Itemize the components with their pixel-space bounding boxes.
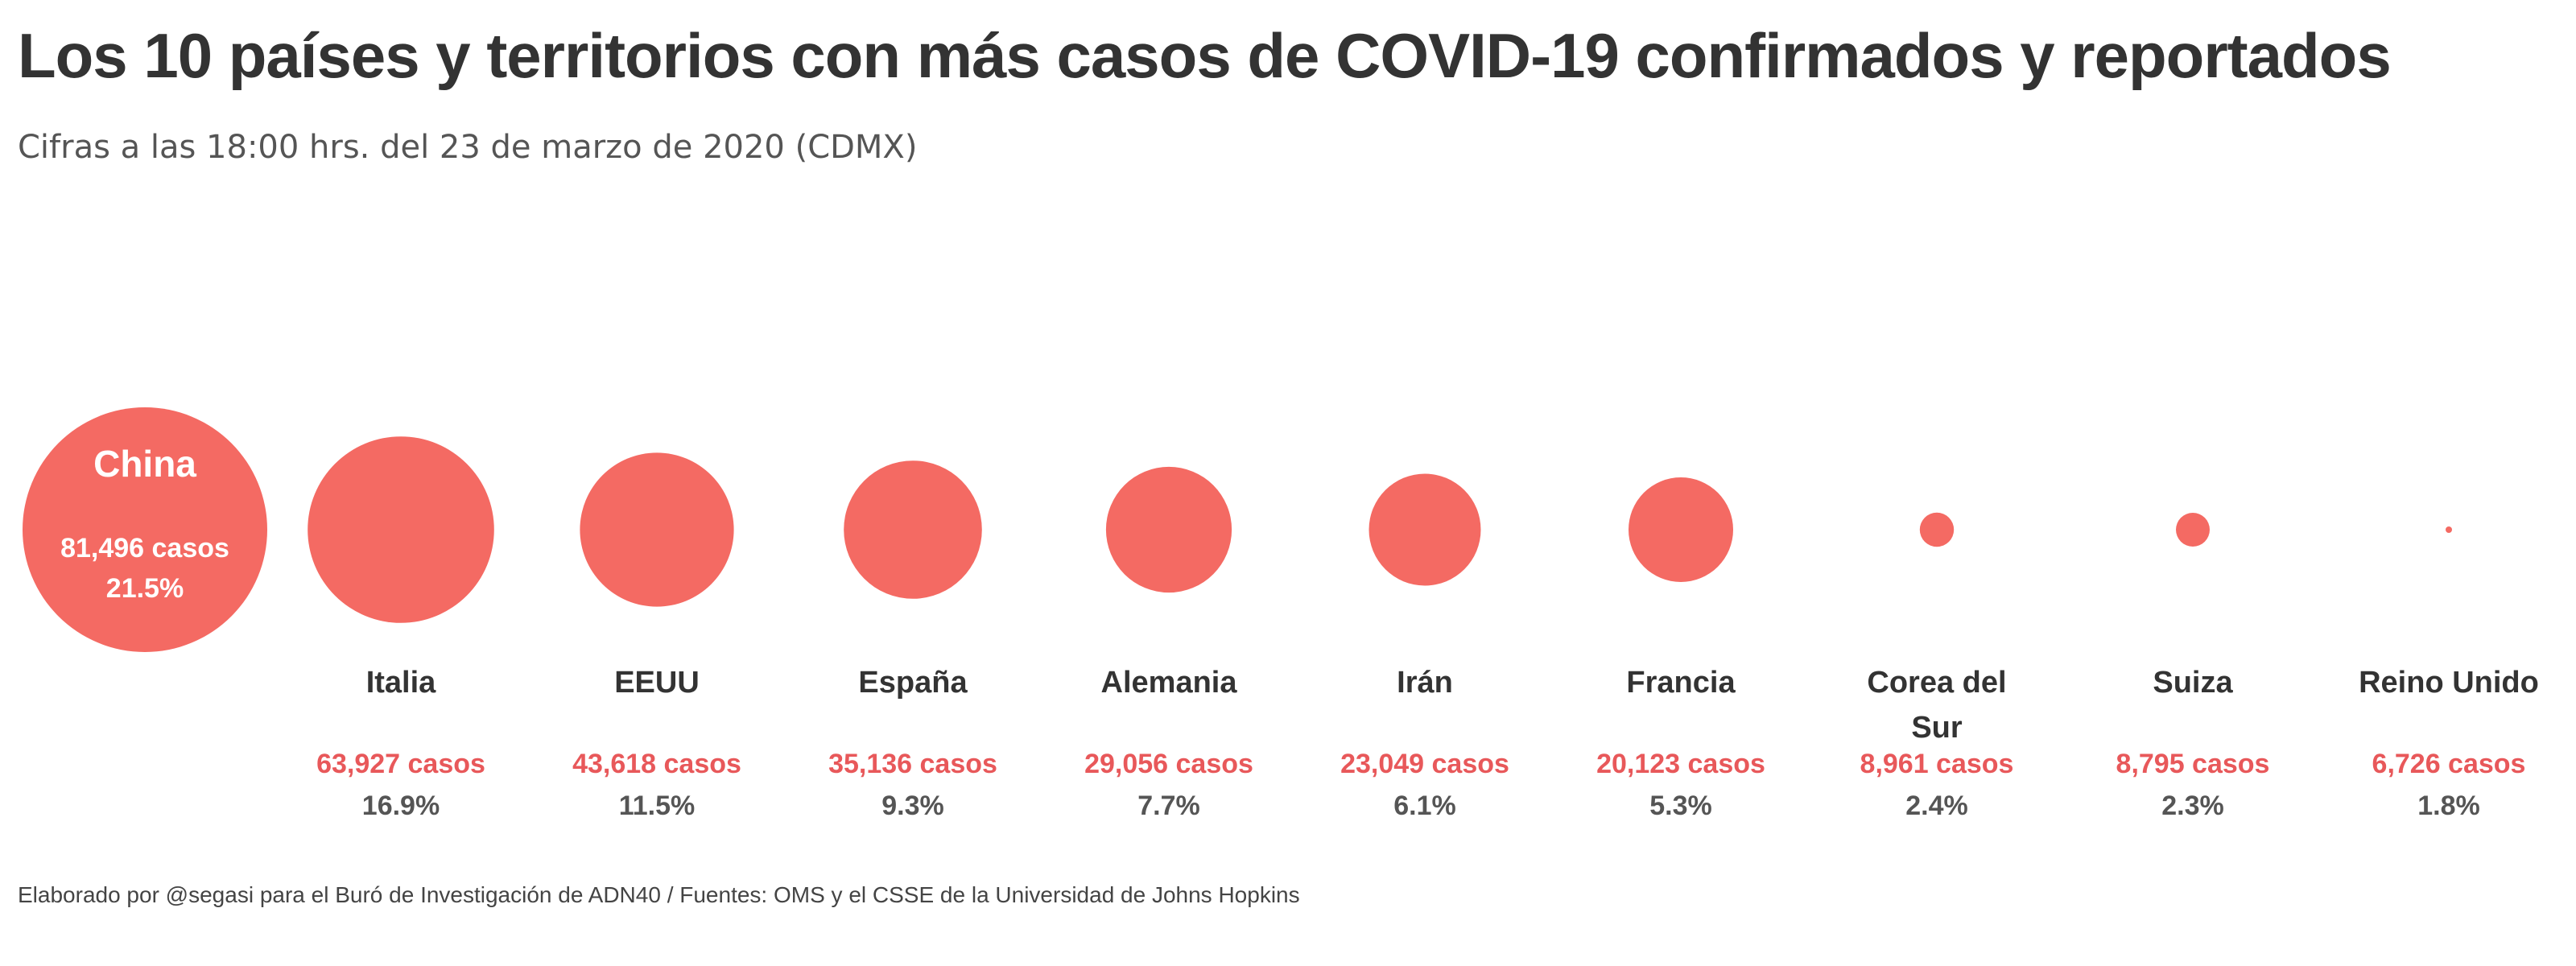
- cases-label-francia: 20,123 casos: [1596, 749, 1765, 779]
- chart-subtitle: Cifras a las 18:00 hrs. del 23 de marzo …: [18, 129, 918, 166]
- label-francia: Francia: [1626, 666, 1736, 700]
- labels-layer: China 81,496 casos 21.5% Italia 63,927 casos…: [60, 443, 2539, 821]
- pct-label-iran: 6.1%: [1393, 791, 1456, 821]
- source-footer: Elaborado por @segasi para el Buró de In…: [18, 882, 1300, 907]
- pct-label-alemania: 7.7%: [1137, 791, 1200, 821]
- cases-label-espana: 35,136 casos: [828, 749, 997, 779]
- cases-label-suiza: 8,795 casos: [2116, 749, 2270, 779]
- cases-label-china: 81,496 casos: [60, 533, 229, 564]
- bubble-suiza: [2176, 513, 2210, 547]
- label-alemania: Alemania: [1101, 666, 1238, 700]
- chart-title: Los 10 países y territorios con más caso…: [18, 20, 2392, 91]
- pct-label-francia: 5.3%: [1649, 791, 1712, 821]
- cases-label-iran: 23,049 casos: [1340, 749, 1509, 779]
- bubble-chart: China 81,496 casos 21.5% Italia 63,927 casos…: [23, 407, 2539, 821]
- bubble-corea-del-sur: [1919, 512, 1955, 547]
- label-suiza: Suiza: [2153, 666, 2233, 700]
- bubble-china: [23, 407, 267, 652]
- cases-label-reino-unido: 6,726 casos: [2372, 749, 2526, 779]
- bubbles-layer: [23, 407, 2452, 652]
- label-italia: Italia: [366, 666, 436, 700]
- pct-label-china: 21.5%: [106, 573, 184, 604]
- bubble-espana: [844, 460, 982, 599]
- cases-label-alemania: 29,056 casos: [1084, 749, 1253, 779]
- label-eeuu: EEUU: [614, 666, 700, 700]
- bubble-francia: [1629, 477, 1733, 582]
- cases-label-italia: 63,927 casos: [316, 749, 485, 779]
- pct-label-italia: 16.9%: [362, 791, 440, 821]
- pct-label-suiza: 2.3%: [2161, 791, 2224, 821]
- label-iran: Irán: [1397, 666, 1453, 700]
- cases-label-eeuu: 43,618 casos: [572, 749, 741, 779]
- cases-label-corea-del-sur: 8,961 casos: [1860, 749, 2014, 779]
- label-china: China: [93, 443, 196, 485]
- bubble-reino-unido: [2446, 526, 2452, 533]
- pct-label-corea-del-sur: 2.4%: [1905, 791, 1968, 821]
- pct-label-eeuu: 11.5%: [619, 791, 696, 821]
- label-corea-del-sur-line-2: Sur: [1911, 711, 1963, 745]
- bubble-iran: [1368, 473, 1481, 586]
- label-espana: España: [858, 666, 968, 700]
- label-corea-del-sur: Corea del: [1867, 666, 2006, 700]
- bubble-eeuu: [580, 452, 734, 607]
- pct-label-reino-unido: 1.8%: [2417, 791, 2480, 821]
- pct-label-espana: 9.3%: [881, 791, 944, 821]
- label-reino-unido: Reino Unido: [2359, 666, 2539, 700]
- bubble-alemania: [1105, 466, 1232, 593]
- bubble-italia: [308, 436, 494, 623]
